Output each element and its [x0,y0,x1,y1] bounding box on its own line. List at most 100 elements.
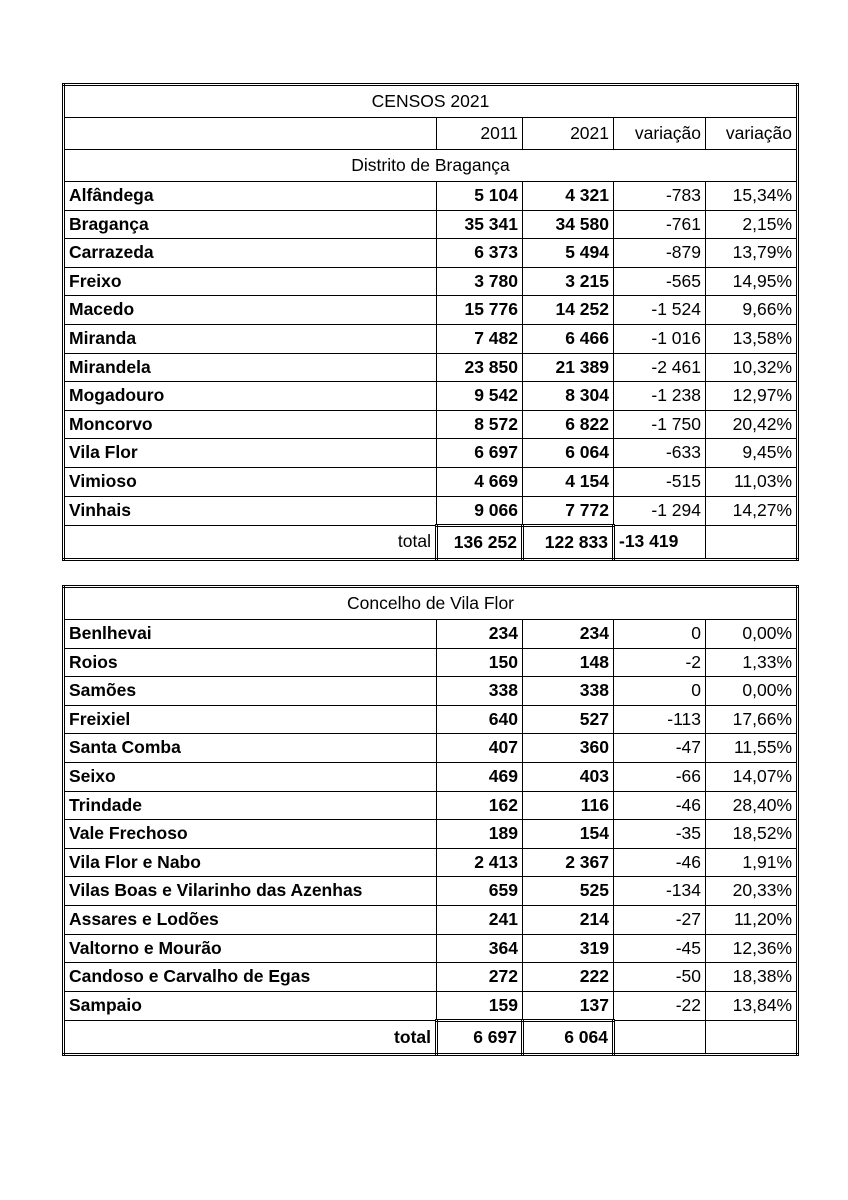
cell-value-2011: 364 [436,933,523,964]
concelho-table: Concelho de Vila Flor Benlhevai 234 234 0 0,… [62,585,800,1057]
cell-name: Santa Comba [63,733,437,763]
total-row: total 136 252 122 833 -13 419 [63,524,799,562]
table-row: Samões 338 338 0 0,00% [63,676,799,706]
cell-value-2021: 6 822 [522,409,614,440]
cell-value-2011: 8 572 [436,409,523,440]
total-variation: -13 419 [613,525,706,561]
cell-variation: -47 [613,733,706,763]
table-row: Freixo 3 780 3 215 -565 14,95% [63,266,799,297]
cell-name: Mogadouro [63,381,437,411]
cell-value-2021: 403 [522,761,614,792]
table-row: Vilas Boas e Vilarinho das Azenhas 659 525… [63,876,799,906]
subtitle-row: Concelho de Vila Flor [62,586,799,620]
cell-variation: -46 [613,847,706,878]
table-row: Bragança 35 341 34 580 -761 2,15% [63,209,799,240]
cell-name: Freixiel [63,704,437,735]
cell-variation-percent: 11,55% [704,733,799,763]
cell-value-2011: 189 [436,819,523,849]
cell-value-2021: 525 [522,876,614,906]
table-row: Alfândega 5 104 4 321 -783 15,34% [63,181,799,211]
cell-variation-percent: 11,20% [704,904,799,935]
table-row: Valtorno e Mourão 364 319 -45 12,36% [63,933,799,964]
concelho-subtitle: Concelho de Vila Flor [62,586,799,620]
table-row: Seixo 469 403 -66 14,07% [63,761,799,792]
header-row: 2011 2021 variação variação [63,117,799,150]
cell-value-2011: 9 542 [436,381,523,411]
cell-variation-percent: 14,07% [704,761,799,792]
cell-name: Mirandela [63,352,437,383]
cell-value-2021: 214 [522,904,614,935]
cell-variation-percent: 0,00% [704,619,799,649]
cell-variation: -1 294 [613,495,706,527]
cell-name: Benlhevai [63,619,437,649]
table-row: Vila Flor 6 697 6 064 -633 9,45% [63,438,799,468]
cell-value-2021: 8 304 [522,381,614,411]
total-variation [613,1020,706,1056]
cell-variation: -45 [613,933,706,964]
cell-variation: -515 [613,466,706,497]
cell-name: Vila Flor e Nabo [63,847,437,878]
cell-value-2011: 7 482 [436,323,523,354]
cell-variation-percent: 1,33% [704,647,799,678]
cell-value-2021: 3 215 [522,266,614,297]
table-row: Roios 150 148 -2 1,33% [63,647,799,678]
table-row: Vila Flor e Nabo 2 413 2 367 -46 1,91% [63,847,799,878]
table-row: Benlhevai 234 234 0 0,00% [63,619,799,649]
cell-value-2011: 338 [436,676,523,706]
total-variation-percent [704,1020,799,1056]
total-value-2011: 6 697 [435,1019,524,1057]
cell-variation: -2 [613,647,706,678]
total-variation-percent [704,525,799,561]
cell-value-2011: 640 [436,704,523,735]
cell-value-2011: 272 [436,962,523,992]
cell-variation-percent: 2,15% [704,209,799,240]
cell-variation: -66 [613,761,706,792]
total-value-2021: 6 064 [521,1019,615,1057]
cell-name: Carrazeda [63,238,437,268]
header-variation: variação [613,117,706,150]
cell-value-2021: 4 321 [522,181,614,211]
total-value-2011: 136 252 [435,524,524,562]
cell-variation: -1 750 [613,409,706,440]
cell-value-2021: 6 466 [522,323,614,354]
cell-name: Trindade [63,790,437,821]
cell-value-2011: 15 776 [436,295,523,325]
table-row: Mirandela 23 850 21 389 -2 461 10,32% [63,352,799,383]
cell-variation: -1 016 [613,323,706,354]
cell-variation-percent: 9,45% [704,438,799,468]
cell-variation-percent: 12,97% [704,381,799,411]
cell-name: Assares e Lodões [63,904,437,935]
table-row: Freixiel 640 527 -113 17,66% [63,704,799,735]
cell-value-2011: 9 066 [436,495,523,527]
cell-variation: -50 [613,962,706,992]
total-value-2021: 122 833 [521,524,615,562]
table-row: Vimioso 4 669 4 154 -515 11,03% [63,466,799,497]
table-row: Santa Comba 407 360 -47 11,55% [63,733,799,763]
total-row: total 6 697 6 064 [63,1019,799,1057]
cell-name: Alfândega [63,181,437,211]
cell-value-2021: 360 [522,733,614,763]
cell-variation: -1 238 [613,381,706,411]
cell-value-2011: 6 373 [436,238,523,268]
cell-variation: -633 [613,438,706,468]
cell-value-2011: 3 780 [436,266,523,297]
cell-value-2021: 34 580 [522,209,614,240]
title-row: CENSOS 2021 [62,84,799,118]
cell-variation-percent: 12,36% [704,933,799,964]
cell-name: Seixo [63,761,437,792]
cell-variation-percent: 18,38% [704,962,799,992]
cell-variation-percent: 13,58% [704,323,799,354]
total-name: total [63,525,437,560]
cell-value-2011: 162 [436,790,523,821]
cell-variation-percent: 15,34% [704,181,799,211]
table-row: Carrazeda 6 373 5 494 -879 13,79% [63,238,799,268]
cell-value-2011: 659 [436,876,523,906]
cell-value-2021: 2 367 [522,847,614,878]
cell-value-2021: 6 064 [522,438,614,468]
cell-variation: -27 [613,904,706,935]
cell-value-2011: 23 850 [436,352,523,383]
total-name: total [63,1020,437,1055]
cell-variation-percent: 9,66% [704,295,799,325]
table-row: Macedo 15 776 14 252 -1 524 9,66% [63,295,799,325]
table-row: Trindade 162 116 -46 28,40% [63,790,799,821]
